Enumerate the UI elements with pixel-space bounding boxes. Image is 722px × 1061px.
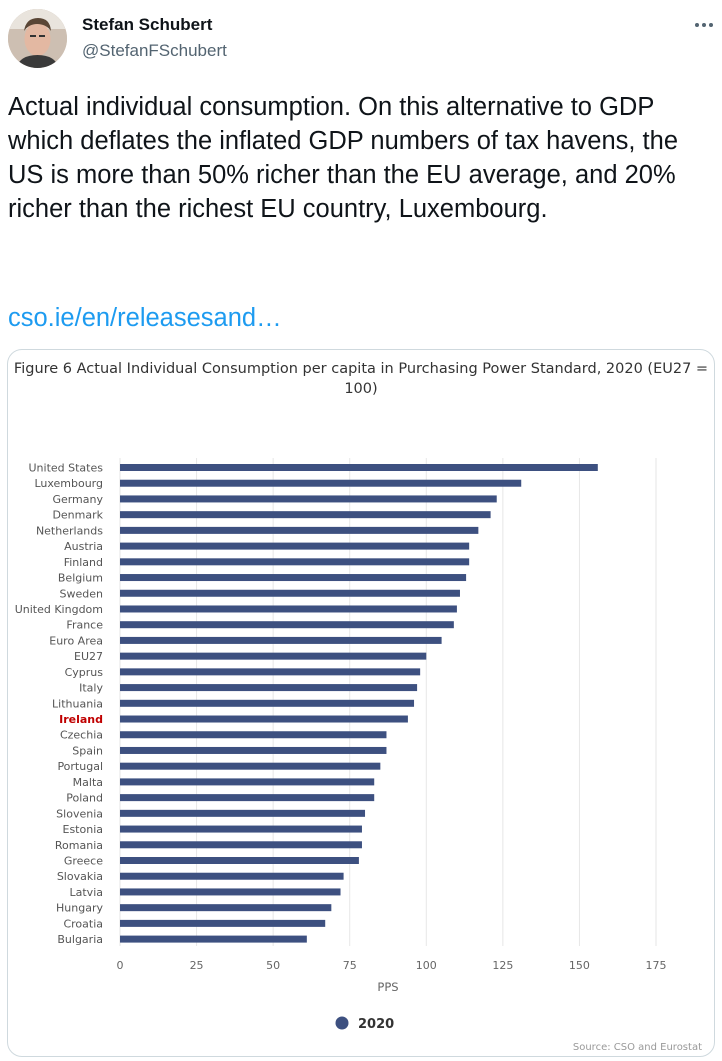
x-tick-label: 175	[646, 959, 667, 972]
bar	[120, 621, 454, 629]
bar	[120, 778, 375, 786]
bar	[120, 825, 362, 833]
category-label: Euro Area	[49, 634, 103, 647]
category-label: Ireland	[59, 713, 103, 726]
bar	[120, 715, 408, 723]
bar	[120, 668, 421, 676]
x-tick-label: 50	[266, 959, 280, 972]
category-label: Luxembourg	[34, 477, 103, 490]
category-label: Sweden	[60, 587, 103, 600]
bar	[120, 605, 457, 613]
category-label: Denmark	[52, 509, 103, 522]
x-tick-label: 125	[492, 959, 513, 972]
tweet-link[interactable]: cso.ie/en/releasesand…	[8, 304, 282, 332]
ellipsis-icon	[695, 23, 713, 27]
category-label: Finland	[64, 556, 103, 569]
category-label: United States	[29, 462, 104, 475]
bar	[120, 558, 470, 566]
bar	[120, 511, 491, 519]
bar	[120, 495, 497, 503]
bar	[120, 542, 470, 550]
category-label: Slovakia	[57, 870, 103, 883]
more-options-button[interactable]	[690, 14, 718, 36]
bar	[120, 919, 326, 927]
category-label: United Kingdom	[15, 603, 103, 616]
x-tick-label: 75	[343, 959, 357, 972]
category-label: Bulgaria	[57, 933, 103, 946]
x-tick-label: 150	[569, 959, 590, 972]
avatar-image	[8, 9, 67, 68]
bar	[120, 731, 387, 739]
bar	[120, 935, 307, 943]
bar	[120, 574, 467, 582]
category-label: Spain	[72, 744, 103, 757]
x-tick-label: 25	[190, 959, 204, 972]
category-label: Germany	[52, 493, 103, 506]
category-label: Belgium	[58, 572, 103, 585]
bar	[120, 526, 479, 534]
category-label: Czechia	[60, 729, 103, 742]
category-label: Malta	[73, 776, 103, 789]
x-tick-label: 0	[117, 959, 124, 972]
category-label: Romania	[55, 839, 103, 852]
category-label: Italy	[79, 682, 103, 695]
chart-credit: Source: CSO and Eurostat	[573, 1042, 702, 1053]
bar	[120, 479, 522, 487]
category-label: Cyprus	[65, 666, 104, 679]
category-label: EU27	[74, 650, 103, 663]
category-label: Netherlands	[36, 524, 103, 537]
bar	[120, 794, 375, 802]
category-label: France	[66, 619, 103, 632]
bar	[120, 904, 332, 912]
category-label: Lithuania	[52, 697, 103, 710]
bar	[120, 809, 366, 817]
x-tick-label: 100	[416, 959, 437, 972]
legend-label: 2020	[358, 1017, 394, 1032]
bar	[120, 636, 442, 644]
bar	[120, 699, 415, 707]
bar	[120, 652, 427, 660]
bar	[120, 684, 418, 692]
legend-marker	[335, 1016, 349, 1030]
category-label: Poland	[66, 792, 103, 805]
bar	[120, 746, 387, 754]
bar	[120, 464, 598, 471]
category-label: Slovenia	[56, 807, 103, 820]
bar	[120, 857, 359, 864]
category-label: Hungary	[56, 902, 103, 915]
category-label: Austria	[64, 540, 103, 553]
avatar[interactable]	[8, 9, 67, 68]
bar	[120, 841, 362, 849]
bar	[120, 762, 381, 770]
author-name[interactable]: Stefan Schubert	[82, 15, 213, 34]
author-handle[interactable]: @StefanFSchubert	[82, 41, 227, 60]
bar	[120, 589, 460, 597]
bar	[120, 872, 344, 880]
chart-title: Figure 6 Actual Individual Consumption p…	[13, 361, 709, 397]
category-label: Latvia	[70, 886, 104, 899]
category-label: Greece	[64, 855, 103, 868]
x-axis-title: PPS	[377, 980, 398, 994]
bar	[120, 888, 341, 896]
tweet-text: Actual individual consumption. On this a…	[8, 93, 678, 223]
category-label: Portugal	[57, 760, 103, 773]
category-label: Croatia	[63, 917, 103, 930]
category-label: Estonia	[63, 823, 104, 836]
